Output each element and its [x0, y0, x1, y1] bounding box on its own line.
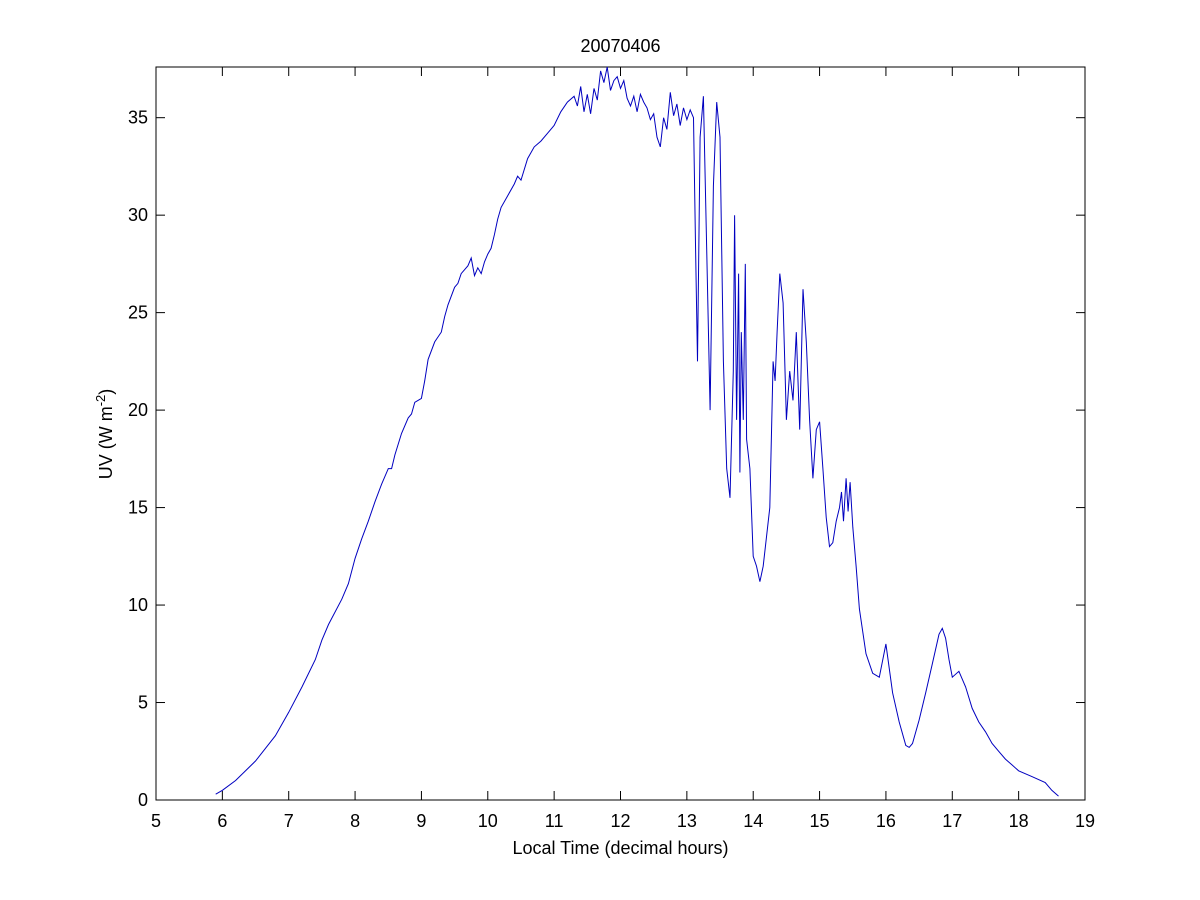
y-axis: 0 5 10 15 20 25 30 35 — [128, 108, 1085, 810]
y-tick-label: 25 — [128, 303, 148, 323]
y-tick-label: 30 — [128, 205, 148, 225]
axes-box — [155, 66, 1086, 801]
y-tick-label: 5 — [138, 693, 148, 713]
x-tick-label: 17 — [942, 811, 962, 831]
x-tick-label: 15 — [810, 811, 830, 831]
x-tick-label: 9 — [416, 811, 426, 831]
x-tick-label: 7 — [284, 811, 294, 831]
x-tick-label: 18 — [1009, 811, 1029, 831]
x-tick-label: 6 — [217, 811, 227, 831]
y-tick-label: 0 — [138, 790, 148, 810]
y-axis-label-main: UV (W m — [96, 406, 116, 479]
x-axis-label: Local Time (decimal hours) — [512, 838, 728, 858]
y-axis-label: UV (W m-2) — [93, 389, 116, 480]
x-tick-label: 10 — [478, 811, 498, 831]
y-tick-label: 15 — [128, 498, 148, 518]
x-tick-label: 19 — [1075, 811, 1095, 831]
x-tick-label: 11 — [545, 811, 564, 831]
x-axis: 5 6 7 8 9 10 11 12 13 14 15 16 17 18 19 — [151, 67, 1095, 831]
chart-title: 20070406 — [580, 36, 660, 56]
y-tick-label: 35 — [128, 108, 148, 128]
x-tick-label: 13 — [677, 811, 697, 831]
x-tick-label: 16 — [876, 811, 896, 831]
y-tick-label: 20 — [128, 400, 148, 420]
y-axis-label-suffix: ) — [96, 389, 116, 395]
x-tick-label: 14 — [743, 811, 763, 831]
x-tick-label: 5 — [151, 811, 161, 831]
y-tick-label: 10 — [128, 595, 148, 615]
x-tick-label: 8 — [350, 811, 360, 831]
series-line-uv — [215, 66, 1059, 797]
x-tick-label: 12 — [610, 811, 630, 831]
y-axis-label-superscript: -2 — [93, 395, 108, 407]
